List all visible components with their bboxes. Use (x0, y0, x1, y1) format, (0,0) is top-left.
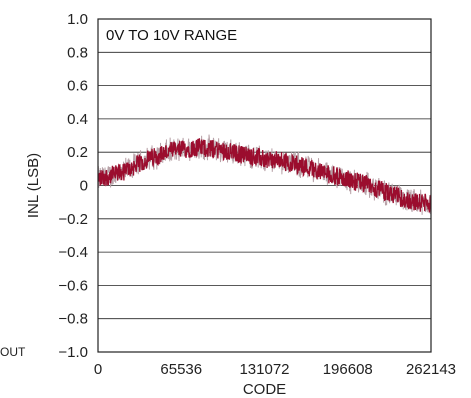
y-tick-label: 1.0 (67, 11, 88, 28)
corner-label: OUT (0, 345, 26, 359)
annotation-background (99, 20, 247, 48)
x-tick-label: 0 (94, 361, 102, 378)
annotation-box: 0V TO 10V RANGE (99, 20, 247, 48)
y-tick-labels: 1.0 0.8 0.6 0.4 0.2 0 −0.2 −0.4 −0.6 −0.8 −1.0 (58, 11, 88, 361)
x-tick-label: 196608 (323, 361, 373, 378)
y-tick-label: 0.4 (67, 111, 88, 128)
series-line (98, 138, 431, 213)
y-tick-label: 0.8 (67, 44, 88, 61)
y-tick-label: −0.8 (58, 311, 88, 328)
x-axis-title: CODE (243, 381, 286, 398)
y-tick-label: −0.2 (58, 211, 88, 228)
series-layer (98, 134, 431, 215)
y-tick-label: 0.2 (67, 144, 88, 161)
x-tick-labels: 0 65536 131072 196608 262143 (94, 361, 456, 378)
y-tick-label: 0.6 (67, 78, 88, 95)
y-axis-title: INL (LSB) (25, 153, 42, 218)
x-tick-label: 65536 (160, 361, 202, 378)
y-tick-label: −1.0 (58, 344, 88, 361)
y-tick-label: −0.4 (58, 244, 88, 261)
plot-frame (97, 18, 432, 353)
x-tick-label: 262143 (406, 361, 456, 378)
x-tick-label: 131072 (239, 361, 289, 378)
annotation-text: 0V TO 10V RANGE (106, 27, 237, 44)
y-tick-label: −0.6 (58, 277, 88, 294)
series-noise-line (98, 134, 431, 215)
y-tick-label: 0 (80, 178, 88, 195)
